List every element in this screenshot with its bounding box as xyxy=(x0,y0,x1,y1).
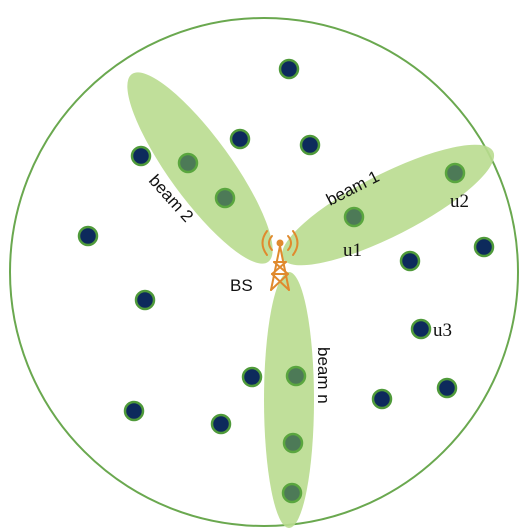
user-u2-label: u2 xyxy=(450,191,469,212)
served-user-dot xyxy=(444,162,466,184)
user-dot xyxy=(130,145,152,167)
beam-1-lobe xyxy=(281,144,495,266)
user-dot xyxy=(410,318,432,340)
beam-n-label: beam n xyxy=(314,347,333,404)
served-users xyxy=(177,152,466,504)
beam-2-lobe xyxy=(127,72,273,264)
served-user-dot xyxy=(282,432,304,454)
user-dot xyxy=(210,413,232,435)
user-dot xyxy=(436,377,458,399)
user-u3-label: u3 xyxy=(433,320,452,341)
user-dot xyxy=(371,388,393,410)
served-user-dot xyxy=(343,206,365,228)
served-user-dot xyxy=(285,365,307,387)
served-user-dot xyxy=(177,152,199,174)
served-user-dot xyxy=(214,187,236,209)
user-dot xyxy=(229,128,251,150)
user-dot xyxy=(134,289,156,311)
user-dot xyxy=(399,250,421,272)
served-user-dot xyxy=(281,482,303,504)
base-station-label: BS xyxy=(230,276,253,295)
user-dot xyxy=(77,225,99,247)
beam-n-lobe xyxy=(264,272,314,528)
unserved-users xyxy=(77,58,495,435)
user-u1-label: u1 xyxy=(343,240,362,261)
antenna-tower-icon xyxy=(261,230,299,291)
user-dot xyxy=(473,236,495,258)
user-dot xyxy=(278,58,300,80)
user-dot xyxy=(241,366,263,388)
user-dot xyxy=(123,400,145,422)
cell-boundary xyxy=(9,17,519,527)
user-dot xyxy=(299,134,321,156)
